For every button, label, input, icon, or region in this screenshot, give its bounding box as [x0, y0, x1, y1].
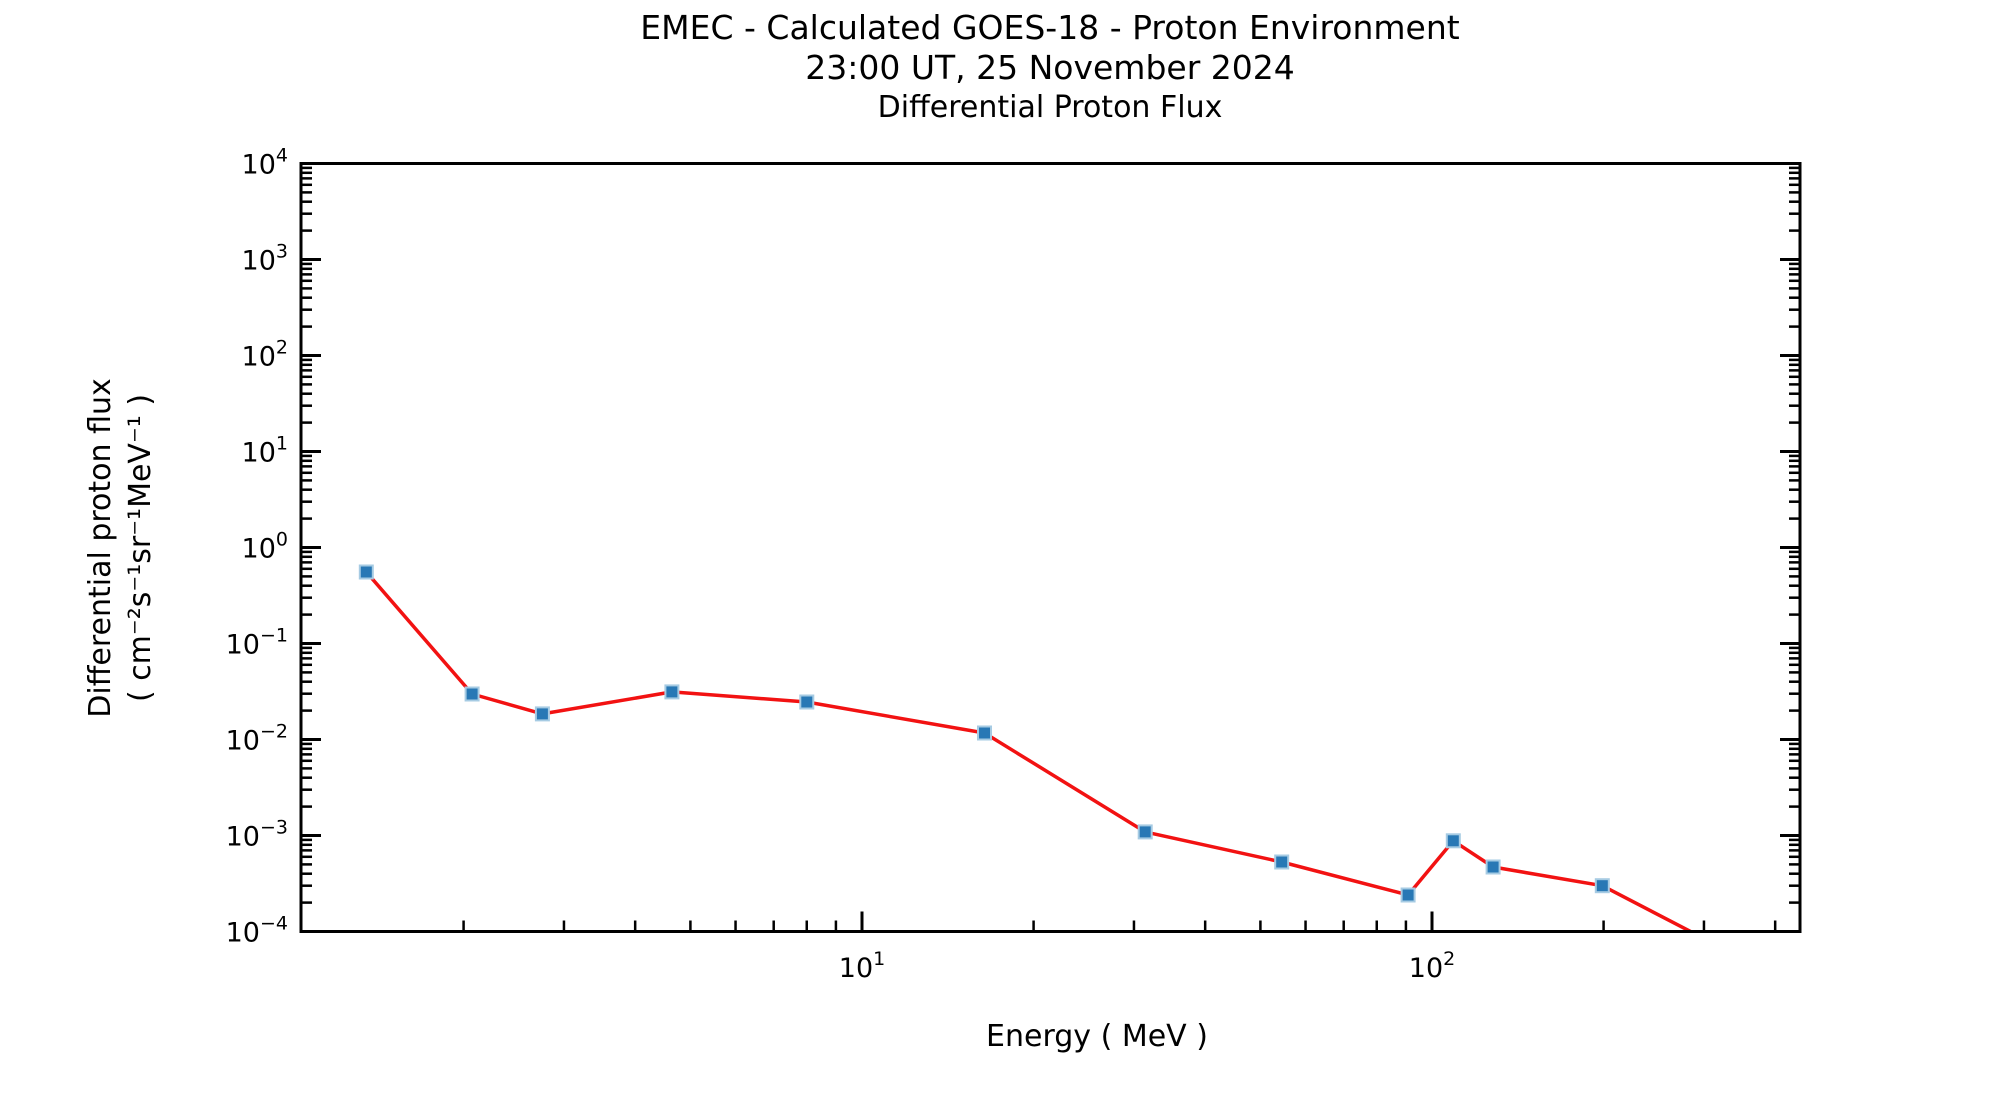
- data-point-marker: [977, 725, 992, 741]
- axes-title: Differential Proton Flux: [878, 90, 1223, 125]
- y-axis-label-line1: Differential proton flux: [83, 378, 118, 717]
- suptitle-line1: EMEC - Calculated GOES-18 - Proton Envir…: [640, 8, 1459, 47]
- y-tick-label: 10−3: [226, 817, 288, 853]
- y-tick-label: 10−4: [226, 913, 288, 949]
- data-point-marker: [464, 686, 480, 702]
- y-tick-label: 100: [242, 529, 288, 565]
- data-point-marker: [1274, 854, 1290, 870]
- data-point-marker: [1594, 878, 1610, 894]
- data-point-marker: [1400, 887, 1416, 903]
- data-point-marker: [1781, 975, 1794, 988]
- ticks-layer: [301, 162, 1800, 933]
- data-point-marker: [534, 706, 550, 722]
- y-tick-label: 10−2: [226, 721, 288, 757]
- data-point-marker: [1485, 859, 1501, 875]
- suptitle-line2: 23:00 UT, 25 November 2024: [805, 48, 1295, 87]
- y-tick-label: 103: [242, 241, 288, 277]
- y-tick-label: 102: [242, 337, 288, 373]
- y-axis-label-line2: ( cm⁻²s⁻¹sr⁻¹MeV⁻¹ ): [123, 394, 158, 702]
- data-point-marker: [1137, 824, 1153, 840]
- tick-labels-layer: 101 102 104 103 102 101 100 10−1 10−2 10−3 10−4: [226, 145, 1456, 985]
- data-point-marker: [664, 684, 680, 700]
- plot-frame: [299, 162, 1802, 933]
- data-layer: [358, 564, 1794, 988]
- x-tick-label: 101: [839, 948, 885, 984]
- y-tick-label: 10−1: [226, 625, 288, 661]
- data-point-marker: [1445, 833, 1461, 849]
- flux-line: [364, 570, 1695, 932]
- data-point-marker: [358, 564, 374, 580]
- data-point-marker: [799, 694, 815, 710]
- x-tick-label: 102: [1409, 948, 1455, 984]
- y-tick-label: 104: [242, 145, 288, 181]
- y-tick-label: 101: [242, 433, 288, 469]
- x-axis-label: Energy ( MeV ): [986, 1019, 1208, 1054]
